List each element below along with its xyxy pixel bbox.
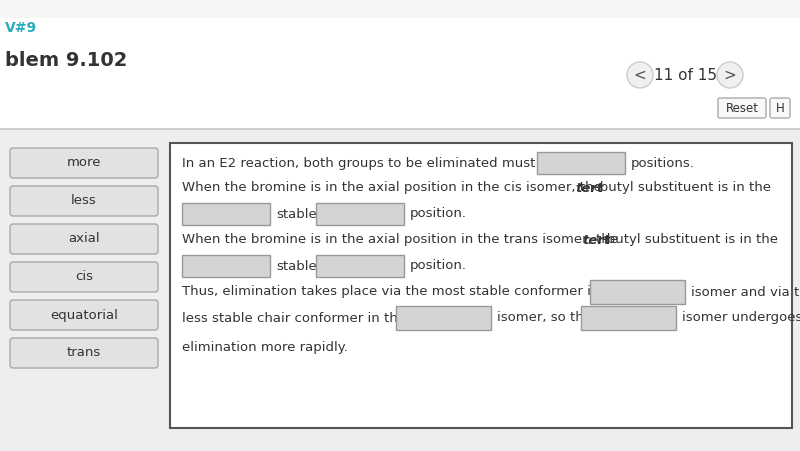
Text: stable: stable [276,259,317,272]
FancyBboxPatch shape [10,300,158,330]
Text: tert: tert [575,181,603,194]
Bar [396,306,491,330]
FancyBboxPatch shape [10,338,158,368]
Text: less stable chair conformer in the: less stable chair conformer in the [182,312,406,325]
FancyBboxPatch shape [770,98,790,118]
Text: position.: position. [410,207,467,221]
Text: >: > [724,68,736,83]
Text: When the bromine is in the axial position in the cis isomer, the: When the bromine is in the axial positio… [182,181,606,194]
Bar [0,130,800,451]
Circle shape [627,62,653,88]
Text: 11 of 15: 11 of 15 [654,68,717,83]
Text: isomer undergoes: isomer undergoes [682,312,800,325]
Text: blem 9.102: blem 9.102 [5,51,127,69]
Bar [316,203,404,225]
FancyBboxPatch shape [10,262,158,292]
Bar [170,143,792,428]
Text: more: more [66,156,102,170]
Text: axial: axial [68,233,100,245]
Text: In an E2 reaction, both groups to be eliminated must be in: In an E2 reaction, both groups to be eli… [182,156,573,170]
FancyBboxPatch shape [10,148,158,178]
Text: cis: cis [75,271,93,284]
Bar [590,280,685,304]
Text: -butyl substituent is in the: -butyl substituent is in the [595,181,771,194]
Bar [0,0,800,18]
Text: <: < [634,68,646,83]
Text: V#9: V#9 [5,21,37,35]
Bar [182,255,270,277]
Text: isomer and via the: isomer and via the [691,285,800,299]
Text: elimination more rapidly.: elimination more rapidly. [182,341,348,354]
Bar [182,203,270,225]
Text: Thus, elimination takes place via the most stable conformer in the: Thus, elimination takes place via the mo… [182,285,626,299]
FancyBboxPatch shape [10,224,158,254]
Bar [581,306,676,330]
FancyBboxPatch shape [10,186,158,216]
FancyBboxPatch shape [718,98,766,118]
Text: less: less [71,194,97,207]
Text: -butyl substituent is in the: -butyl substituent is in the [602,234,778,247]
Text: positions.: positions. [631,156,695,170]
Text: H: H [776,101,784,115]
Text: When the bromine is in the axial position in the trans isomer, the: When the bromine is in the axial positio… [182,234,622,247]
Bar [537,152,625,174]
Text: Reset: Reset [726,101,758,115]
Text: position.: position. [410,259,467,272]
Text: trans: trans [67,346,101,359]
Bar [316,255,404,277]
Bar [0,128,800,130]
Text: stable: stable [276,207,317,221]
Text: tert: tert [582,234,610,247]
Circle shape [717,62,743,88]
Bar [0,0,800,130]
Text: equatorial: equatorial [50,308,118,322]
Text: isomer, so the: isomer, so the [497,312,592,325]
